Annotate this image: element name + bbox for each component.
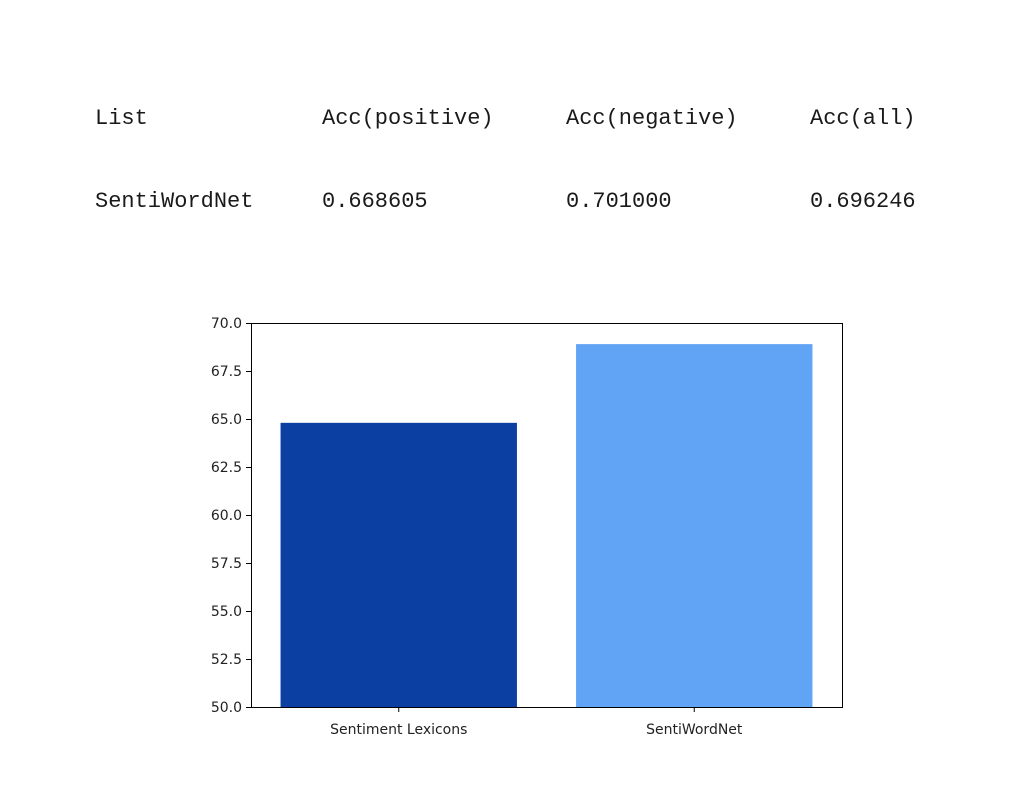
y-tick-label: 57.5	[211, 556, 242, 572]
cell-acc-all: 0.696246	[810, 189, 916, 214]
header-acc-negative: Acc(negative)	[566, 106, 738, 131]
y-tick-label: 52.5	[211, 652, 242, 668]
y-tick-label: 70.0	[211, 316, 242, 332]
x-tick-label: Sentiment Lexicons	[330, 722, 467, 738]
header-list: List	[95, 106, 148, 131]
y-tick-label: 67.5	[211, 364, 242, 380]
cell-acc-positive: 0.668605	[322, 189, 428, 214]
x-tick-label: SentiWordNet	[646, 722, 743, 738]
cell-list: SentiWordNet	[95, 189, 254, 214]
y-axis: 50.0 52.5 55.0 57.5 60.0 62.5 65.0 67.5 70.0	[211, 316, 251, 716]
plot-frame	[251, 323, 843, 708]
y-tick-label: 50.0	[211, 700, 242, 716]
bar-sentiment-lexicons	[280, 422, 517, 707]
x-axis: Sentiment Lexicons SentiWordNet	[330, 707, 743, 738]
y-tick-label: 55.0	[211, 604, 242, 620]
cell-acc-negative: 0.701000	[566, 189, 672, 214]
bar-sentiwordnet	[576, 344, 813, 707]
header-acc-all: Acc(all)	[810, 106, 916, 131]
header-acc-positive: Acc(positive)	[322, 106, 494, 131]
y-tick-label: 65.0	[211, 412, 242, 428]
bars-group	[280, 344, 813, 707]
table-row: SentiWordNet 0.668605 0.701000 0.696246	[95, 185, 916, 218]
output-table: List Acc(positive) Acc(negative) Acc(all…	[95, 52, 916, 243]
y-tick-label: 60.0	[211, 508, 242, 524]
y-tick-label: 62.5	[211, 460, 242, 476]
table-header-row: List Acc(positive) Acc(negative) Acc(all…	[95, 102, 916, 135]
